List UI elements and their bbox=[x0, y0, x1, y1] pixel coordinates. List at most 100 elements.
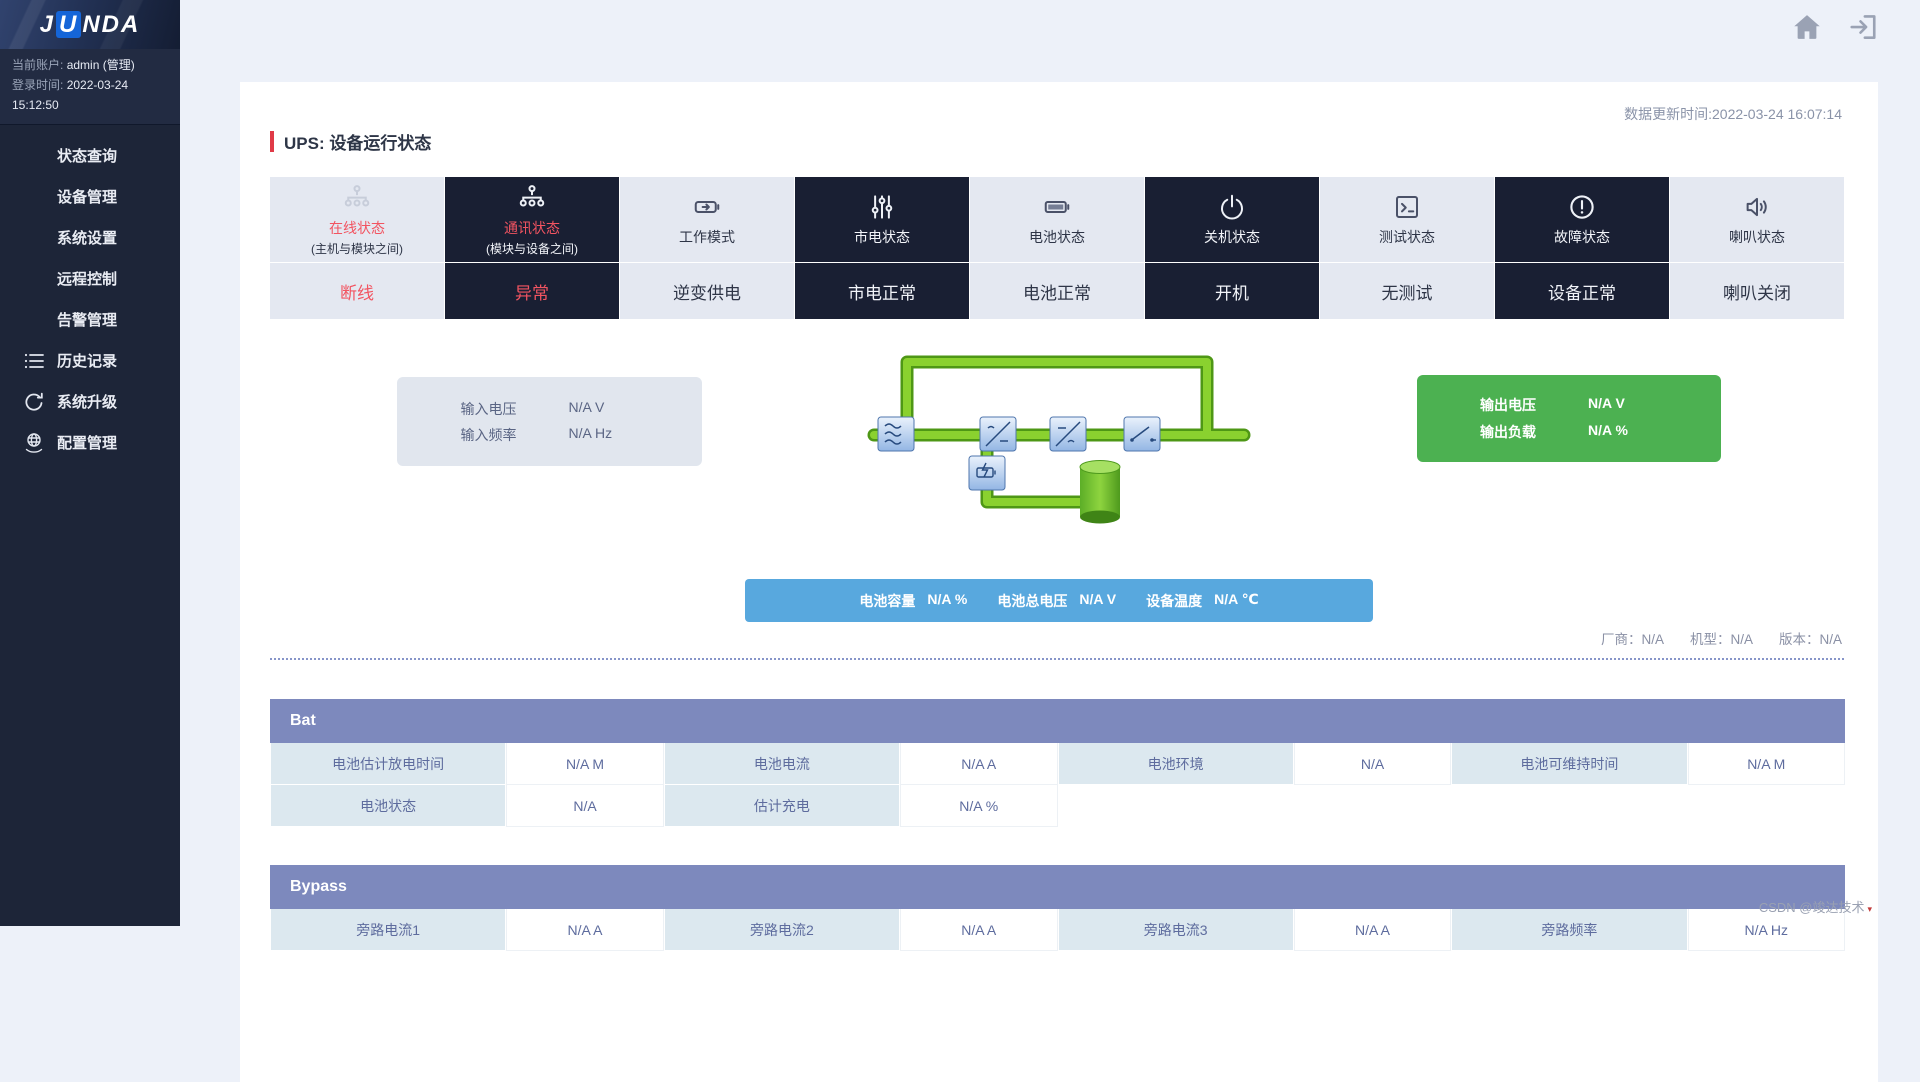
network-icon bbox=[342, 183, 372, 213]
output-load-value: N/A % bbox=[1588, 422, 1628, 438]
status-tile-fault: 故障状态 设备正常 bbox=[1495, 177, 1670, 319]
tile-value: 逆变供电 bbox=[620, 263, 795, 319]
battery-info-bar: 电池容量 N/A % 电池总电压 N/A V 设备温度 N/A ℃ bbox=[745, 579, 1373, 622]
logo-suffix: NDA bbox=[82, 10, 141, 38]
status-tile-horn: 喇叭状态 喇叭关闭 bbox=[1670, 177, 1845, 319]
input-frequency-label: 输入频率 bbox=[460, 426, 517, 443]
battery-charge-icon bbox=[692, 192, 722, 222]
tile-sublabel: (模块与设备之间) bbox=[486, 241, 578, 256]
sidebar-item-label: 设备管理 bbox=[57, 189, 118, 207]
cell-label: 旁路电流2 bbox=[663, 909, 900, 951]
terminal-icon bbox=[1392, 192, 1422, 222]
cell-value: N/A bbox=[1293, 743, 1452, 785]
sidebar: J U NDA 当前账户: admin (管理) 登录时间: 2022-03-24 … bbox=[0, 0, 180, 926]
tile-label: 在线状态 bbox=[329, 219, 385, 236]
tile-value: 市电正常 bbox=[795, 263, 970, 319]
sidebar-item-device-mgmt[interactable]: 设备管理 bbox=[0, 176, 180, 217]
output-voltage-label: 输出电压 bbox=[1480, 397, 1536, 413]
network-icon bbox=[517, 183, 547, 213]
sidebar-item-status-query[interactable]: 状态查询 bbox=[0, 135, 180, 176]
sidebar-item-label: 历史记录 bbox=[57, 353, 118, 371]
input-readings-panel: 输入电压 N/A V 输入频率 N/A Hz bbox=[397, 377, 702, 466]
tile-sublabel: (主机与模块之间) bbox=[311, 241, 403, 256]
sidebar-item-remote-control[interactable]: 远程控制 bbox=[0, 258, 180, 299]
alert-icon bbox=[1567, 192, 1597, 222]
dotted-separator bbox=[270, 642, 1844, 660]
cell-value: N/A M bbox=[506, 743, 664, 785]
status-tile-shutdown: 关机状态 开机 bbox=[1145, 177, 1320, 319]
sidebar-item-alarm-mgmt[interactable]: 告警管理 bbox=[0, 299, 180, 340]
output-voltage-row: 输出电压 N/A V bbox=[1480, 395, 1658, 415]
topbar-actions bbox=[1792, 12, 1878, 42]
watermark-text: CSDN @竣达技术 bbox=[1758, 900, 1865, 915]
input-voltage-label: 输入电压 bbox=[460, 400, 517, 417]
sidebar-item-label: 远程控制 bbox=[57, 271, 118, 289]
tile-value: 喇叭关闭 bbox=[1670, 263, 1845, 319]
battery-total-voltage-label: 电池总电压 bbox=[997, 592, 1068, 609]
sidebar-menu: 状态查询 设备管理 系统设置 远程控制 告警管理 历史记录 系统升级 bbox=[0, 125, 180, 463]
power-icon bbox=[1217, 192, 1247, 222]
cell-label: 电池环境 bbox=[1057, 743, 1294, 785]
cell-label: 旁路频率 bbox=[1451, 909, 1688, 951]
input-frequency-value: N/A Hz bbox=[568, 424, 613, 441]
ups-power-flow-diagram bbox=[862, 340, 1258, 525]
tile-label: 故障状态 bbox=[1554, 229, 1610, 245]
bat-table: Bat 电池估计放电时间 N/A M 电池电流 N/A A 电池环境 N/A 电… bbox=[270, 699, 1845, 827]
home-icon[interactable] bbox=[1792, 12, 1822, 42]
input-frequency-row: 输入频率 N/A Hz bbox=[461, 425, 639, 445]
bat-table-header: Bat bbox=[270, 699, 1845, 743]
version-info: 版本：N/A bbox=[1778, 632, 1842, 647]
sidebar-item-system-settings[interactable]: 系统设置 bbox=[0, 217, 180, 258]
empty-cell bbox=[1451, 785, 1687, 827]
tile-label: 通讯状态 bbox=[504, 219, 560, 236]
cell-label: 电池状态 bbox=[270, 785, 507, 827]
tile-value: 无测试 bbox=[1320, 263, 1495, 319]
table-row: 电池估计放电时间 N/A M 电池电流 N/A A 电池环境 N/A 电池可维持… bbox=[270, 743, 1845, 785]
sliders-icon bbox=[867, 192, 897, 222]
cell-label: 估计充电 bbox=[663, 785, 900, 827]
cell-value: N/A A bbox=[1293, 909, 1452, 951]
sidebar-item-history[interactable]: 历史记录 bbox=[0, 340, 180, 381]
battery-total-voltage-value: N/A V bbox=[1079, 590, 1117, 607]
sidebar-item-label: 系统设置 bbox=[57, 230, 118, 248]
data-update-time: 数据更新时间:2022-03-24 16:07:14 bbox=[1624, 106, 1842, 122]
output-load-label: 输出负载 bbox=[1480, 424, 1536, 440]
watermark-caret-icon: ▾ bbox=[1867, 904, 1872, 914]
vendor-info: 厂商：N/A bbox=[1600, 632, 1664, 647]
cell-label: 电池电流 bbox=[663, 743, 900, 785]
logo-accent: U bbox=[56, 10, 82, 38]
cell-label: 电池可维持时间 bbox=[1451, 743, 1688, 785]
cell-value: N/A A bbox=[900, 743, 1058, 785]
account-label: 当前账户: bbox=[12, 58, 64, 72]
status-tile-top: 电池状态 bbox=[970, 177, 1145, 262]
input-voltage-value: N/A V bbox=[568, 398, 605, 415]
tile-value: 异常 bbox=[445, 263, 620, 319]
output-voltage-value: N/A V bbox=[1588, 395, 1625, 411]
sidebar-item-system-upgrade[interactable]: 系统升级 bbox=[0, 381, 180, 422]
bypass-table: Bypass 旁路电流1 N/A A 旁路电流2 N/A A 旁路电流3 N/A… bbox=[270, 865, 1845, 951]
watermark: CSDN @竣达技术 ▾ bbox=[1759, 897, 1872, 916]
logout-icon[interactable] bbox=[1848, 12, 1878, 42]
input-voltage-row: 输入电压 N/A V bbox=[461, 399, 639, 419]
account-line: 当前账户: admin (管理) bbox=[12, 56, 168, 76]
tile-value: 电池正常 bbox=[970, 263, 1145, 319]
tile-value: 开机 bbox=[1145, 263, 1320, 319]
speaker-icon bbox=[1742, 192, 1772, 222]
sidebar-item-label: 告警管理 bbox=[57, 312, 118, 330]
cell-label: 旁路电流3 bbox=[1057, 909, 1294, 951]
device-temperature-label: 设备温度 bbox=[1146, 592, 1203, 609]
tile-value: 断线 bbox=[270, 263, 445, 319]
battery-total-voltage: 电池总电压 N/A V bbox=[997, 591, 1116, 611]
login-time-label: 登录时间: bbox=[12, 77, 64, 92]
status-tile-work-mode: 工作模式 逆变供电 bbox=[620, 177, 795, 319]
tile-value: 设备正常 bbox=[1495, 263, 1670, 319]
sidebar-item-config-mgmt[interactable]: 配置管理 bbox=[0, 422, 180, 463]
sidebar-item-label: 状态查询 bbox=[57, 148, 118, 166]
cell-value: N/A % bbox=[900, 785, 1058, 827]
status-tile-online: 在线状态 (主机与模块之间) 断线 bbox=[270, 177, 445, 319]
device-temperature: 设备温度 N/A ℃ bbox=[1146, 591, 1258, 611]
status-tile-top: 故障状态 bbox=[1495, 177, 1670, 262]
battery-capacity-value: N/A % bbox=[927, 590, 968, 607]
login-time-line: 登录时间: 2022-03-24 15:12:50 bbox=[12, 76, 168, 116]
status-tile-test: 测试状态 无测试 bbox=[1320, 177, 1495, 319]
